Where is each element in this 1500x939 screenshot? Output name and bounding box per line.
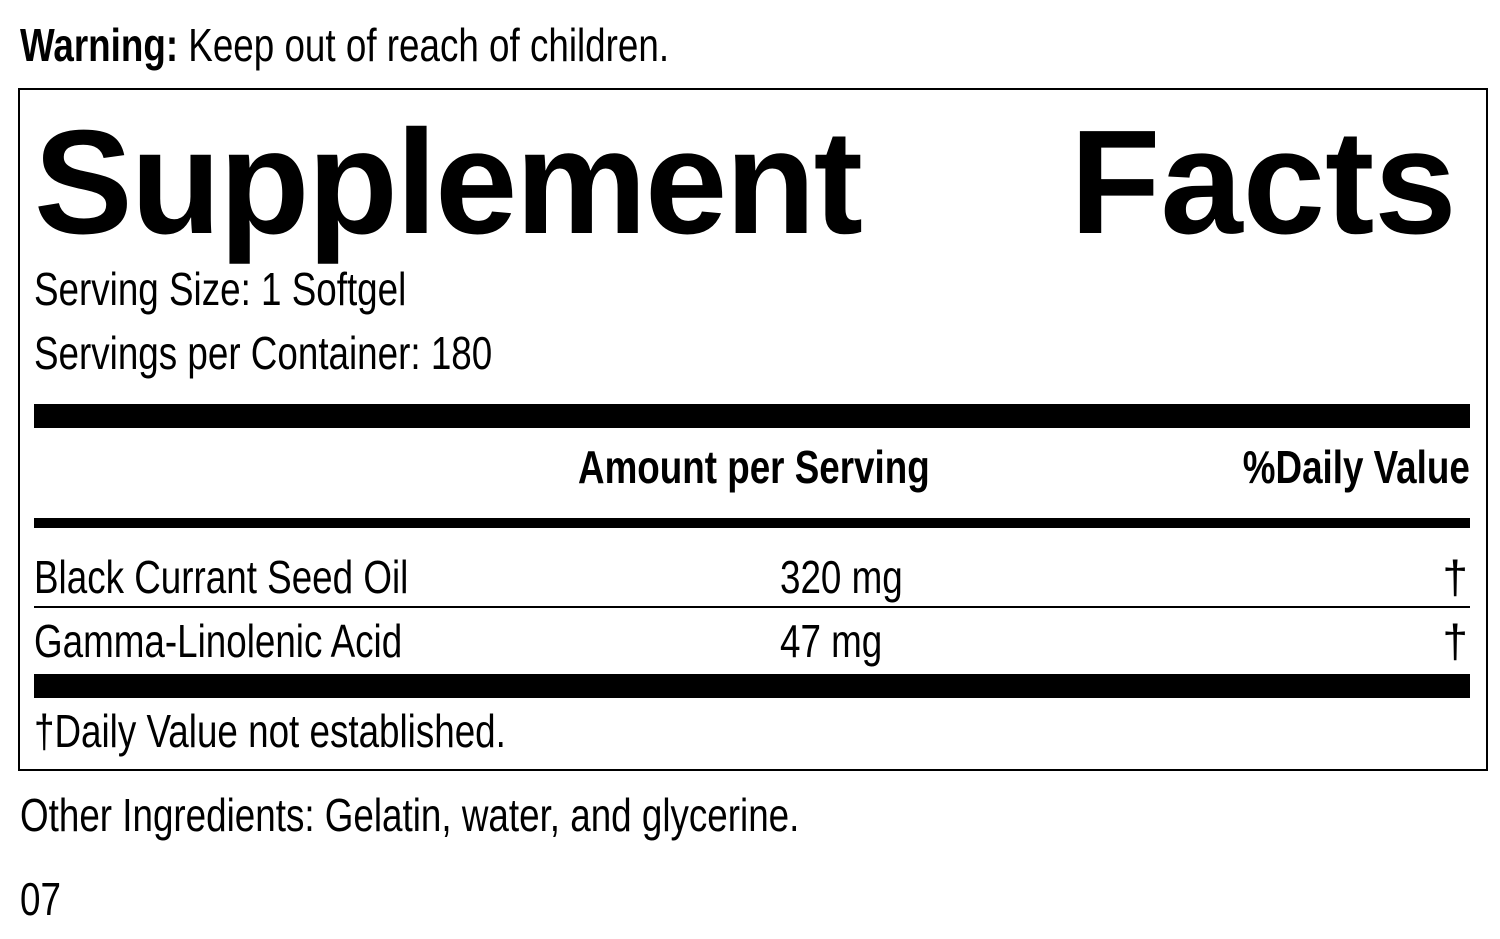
serving-size: Serving Size: 1 Softgel — [34, 263, 407, 315]
supplement-facts-panel — [18, 88, 1488, 771]
warning: Warning: Keep out of reach of children. — [20, 18, 669, 72]
other-ingredients: Other Ingredients: Gelatin, water, and g… — [20, 789, 800, 841]
row-dv: † — [1442, 615, 1468, 667]
row-divider — [34, 606, 1470, 608]
title-facts: Facts — [1070, 100, 1457, 265]
row-amount: 320 mg — [780, 551, 903, 603]
row-name: Black Currant Seed Oil — [34, 551, 409, 603]
code: 07 — [20, 873, 61, 925]
row-name: Gamma-Linolenic Acid — [34, 615, 403, 667]
footnote: †Daily Value not established. — [34, 705, 506, 757]
warning-label: Warning: — [20, 19, 179, 71]
thick-divider — [34, 674, 1470, 698]
servings-per-container: Servings per Container: 180 — [34, 327, 493, 379]
thick-divider — [34, 404, 1470, 428]
row-dv: † — [1442, 551, 1468, 603]
row-amount: 47 mg — [780, 615, 883, 667]
amount-header: Amount per Serving — [578, 441, 930, 493]
medium-divider — [34, 518, 1470, 528]
dv-header: %Daily Value — [1242, 441, 1470, 493]
title-supplement: Supplement — [34, 100, 863, 265]
warning-text: Keep out of reach of children. — [178, 19, 670, 71]
